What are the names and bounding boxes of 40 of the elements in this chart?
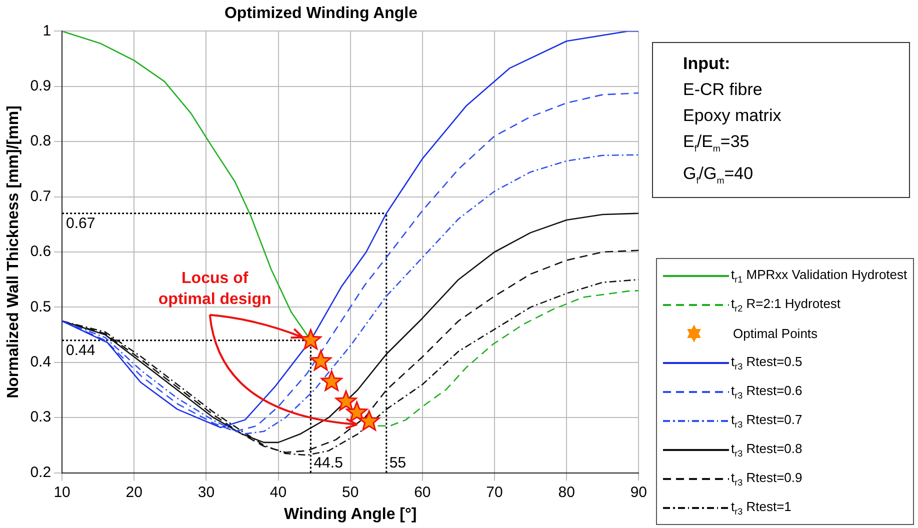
annotation: Locus of optimal design <box>158 270 272 308</box>
ref-line-label: 44.5 <box>314 454 343 472</box>
y-tick-label: 0.5 <box>30 298 52 316</box>
legend-label: t$_{r1}$ MPRxx Validation Hydrotest <box>731 266 908 284</box>
ref-line-label: 55 <box>389 454 406 472</box>
text: Epoxy matrix <box>683 105 782 127</box>
text: E$_{f}$/E$_{m}$=35 <box>683 131 750 156</box>
y-tick-label: 0.2 <box>30 464 52 481</box>
text: G$_{f}$/G$_{m}$=40 <box>683 163 754 188</box>
text: Input: <box>683 53 732 75</box>
x-tick-label: 60 <box>414 484 431 501</box>
x-tick-label: 40 <box>270 484 287 501</box>
y-tick-label: 0.4 <box>30 354 52 371</box>
y-tick-label: 0.6 <box>30 243 52 260</box>
x-tick-label: 80 <box>558 484 575 501</box>
x-tick-label: 10 <box>54 484 70 501</box>
x-tick-label: 50 <box>342 484 359 501</box>
y-tick-label: 0.8 <box>30 132 52 150</box>
legend-label: t$_{r3}$ Rtest=0.5 <box>731 354 802 372</box>
x-tick-label: 90 <box>630 484 647 501</box>
y-axis-title: Normalized Wall Thickness [mm]/[mm] <box>5 106 22 398</box>
legend-label: t$_{r3}$ Rtest=0.6 <box>731 382 802 400</box>
legend-label: t$_{r3}$ Rtest=1 <box>731 498 792 516</box>
x-tick-label: 70 <box>486 484 503 501</box>
legend-label: Optimal Points <box>733 326 818 341</box>
x-tick-label: 20 <box>126 484 142 501</box>
ref-line-label: 0.44 <box>66 342 96 359</box>
ref-line-label: 0.67 <box>66 215 96 232</box>
x-tick-label: 30 <box>198 484 215 501</box>
legend-label: t$_{r3}$ Rtest=0.8 <box>731 440 802 458</box>
y-tick-label: 0.9 <box>30 78 52 95</box>
legend-label: t$_{r3}$ Rtest=0.7 <box>731 412 802 430</box>
chart-title: Optimized Winding Angle <box>224 5 418 22</box>
y-tick-label: 0.3 <box>30 408 52 426</box>
y-tick-label: 1 <box>42 22 52 40</box>
legend-label: t$_{r2}$ R=2:1 Hydrotest <box>731 296 841 314</box>
legend-label: t$_{r3}$ Rtest=0.9 <box>731 470 802 488</box>
x-axis-title: Winding Angle [°] <box>284 506 417 523</box>
text: E-CR fibre <box>683 79 764 101</box>
y-tick-label: 0.7 <box>30 188 52 205</box>
